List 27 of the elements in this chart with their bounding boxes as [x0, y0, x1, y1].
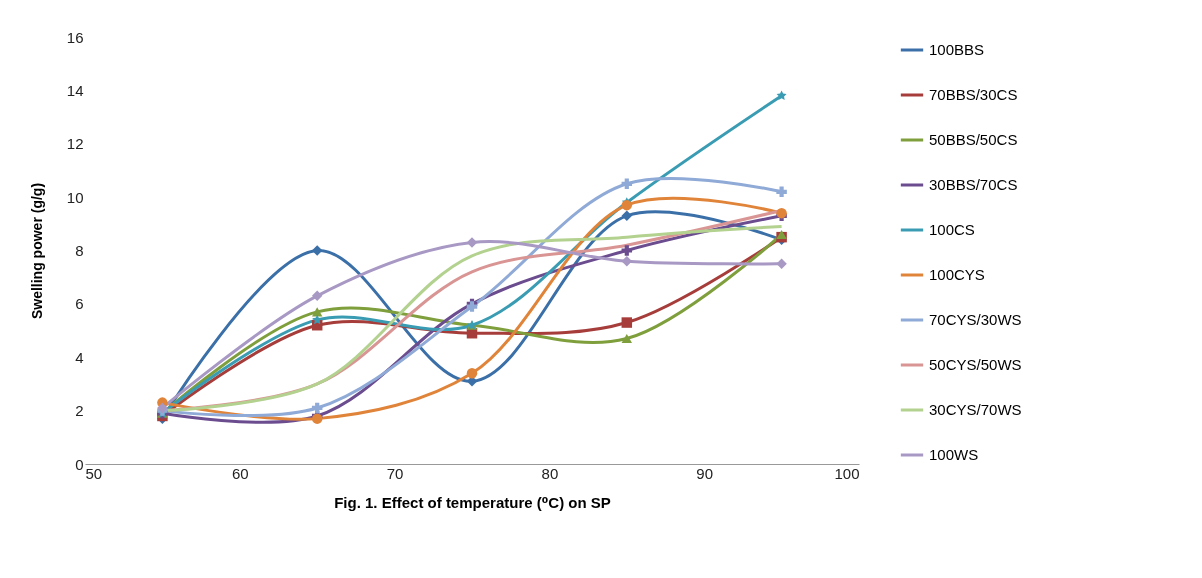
x-tick-label: 50 [85, 464, 103, 482]
y-tick-label: 14 [66, 81, 84, 99]
y-tick-label: 10 [66, 188, 84, 206]
legend-label: 100WS [929, 446, 979, 463]
x-tick-label: 100 [834, 464, 860, 482]
y-tick-label: 2 [75, 402, 84, 420]
y-tick-label: 4 [75, 348, 84, 366]
y-tick-label: 8 [75, 242, 84, 259]
y-tick-label: 12 [66, 135, 84, 153]
legend-label: 50CYS/50WS [929, 356, 1022, 373]
legend-label: 30BBS/70CS [929, 176, 1018, 193]
x-tick-label: 90 [696, 464, 714, 482]
x-axis-title: Fig. 1. Effect of temperature (⁰C) on SP [334, 493, 611, 511]
legend-label: 50BBS/50CS [929, 131, 1018, 148]
legend-label: 70CYS/30WS [929, 311, 1022, 328]
y-tick-label: 6 [75, 295, 84, 313]
legend-label: 70BBS/30CS [929, 86, 1018, 103]
y-tick-label: 0 [75, 455, 84, 473]
x-tick-label: 80 [541, 464, 559, 482]
x-tick-label: 70 [386, 464, 404, 482]
legend-label: 100CS [929, 221, 975, 238]
legend-label: 100CYS [929, 266, 985, 283]
y-tick-label: 16 [66, 28, 84, 46]
y-axis-title: Swelling power (g/g) [28, 182, 45, 320]
legend-label: 100BBS [929, 41, 985, 58]
x-tick-label: 60 [231, 464, 249, 482]
legend-label: 30CYS/70WS [929, 401, 1022, 418]
